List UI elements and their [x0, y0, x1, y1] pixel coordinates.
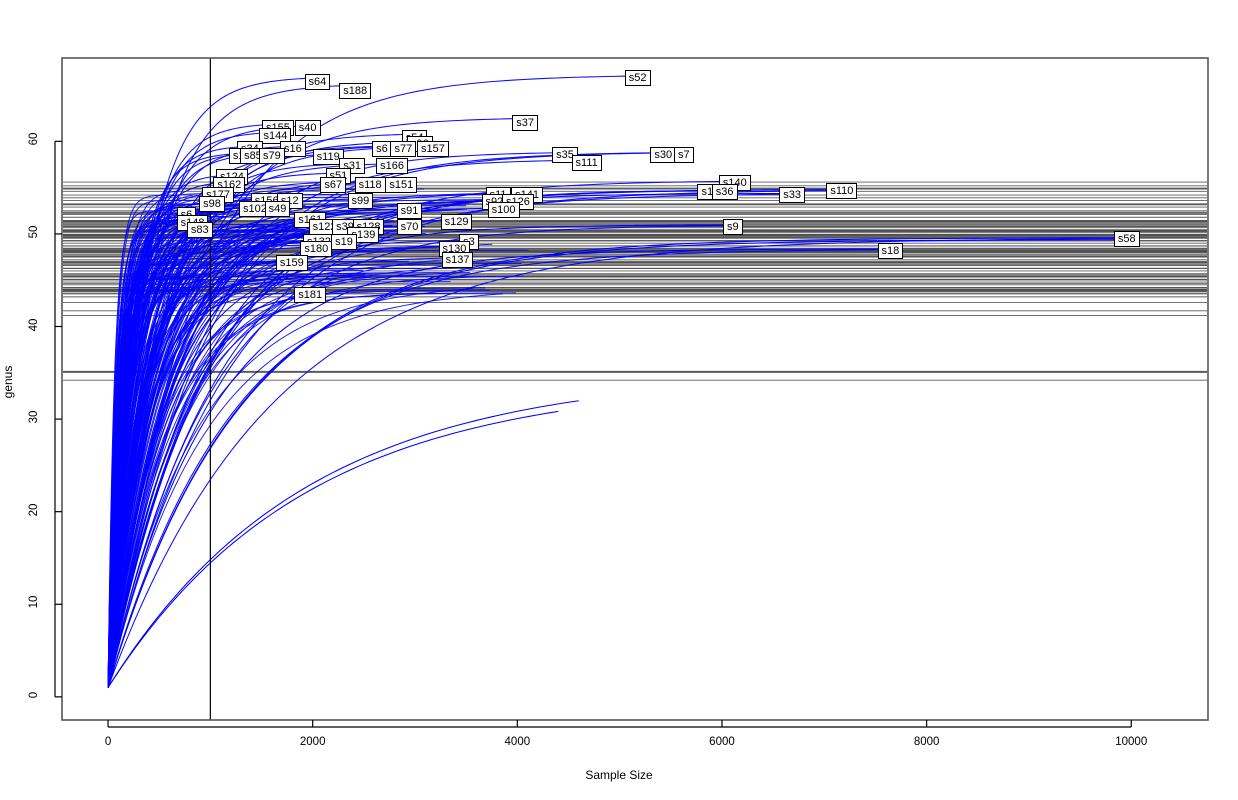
curve-label-s67: s67 [320, 176, 347, 193]
axis-ticks [54, 140, 1132, 728]
curve-label-s151: s151 [385, 176, 418, 193]
curve-label-s37: s37 [512, 114, 538, 131]
curve-label-s111: s111 [571, 154, 602, 171]
y-tick-label: 30 [28, 410, 40, 424]
y-tick-label: 60 [28, 132, 40, 146]
curve-label-s70: s70 [396, 219, 423, 236]
curve-label-s64: s64 [304, 74, 331, 91]
x-tick-label: 2000 [299, 736, 326, 748]
x-axis-title: Sample Size [585, 768, 653, 782]
curve-label-s40: s40 [294, 120, 321, 137]
curve-label-s18: s18 [877, 242, 904, 259]
curve-label-s98: s98 [199, 196, 225, 213]
curve-label-s16: s16 [279, 140, 306, 157]
curve-label-s110: s110 [826, 183, 858, 200]
curve-label-s79: s79 [258, 148, 285, 165]
x-tick-label: 6000 [709, 736, 735, 748]
curve-lines [107, 75, 1137, 688]
curve-label-s157: s157 [417, 140, 449, 157]
curve-label-s181: s181 [294, 287, 327, 304]
curve-label-s180: s180 [300, 240, 333, 257]
curve-label-s166: s166 [376, 158, 408, 175]
curve-label-s118: s118 [354, 176, 386, 193]
curve-label-s36: s36 [711, 184, 738, 201]
x-tick-label: 4000 [504, 736, 531, 748]
curve-label-s9: s9 [723, 218, 743, 235]
curve-label-s19: s19 [331, 234, 357, 251]
curve-label-s99: s99 [347, 192, 374, 209]
curve-label-s7: s7 [673, 147, 694, 164]
curve-label-s102: s102 [239, 200, 271, 217]
x-tick-label: 8000 [913, 736, 940, 748]
y-tick-label: 50 [28, 225, 40, 239]
curve-label-s129: s129 [440, 213, 473, 230]
curve-label-s144: s144 [259, 127, 292, 144]
y-tick-label: 0 [28, 691, 40, 699]
x-tick-label: 10000 [1115, 736, 1148, 748]
x-tick-label: 0 [104, 736, 112, 748]
y-axis-title: genus [1, 365, 15, 399]
curve-label-s52: s52 [624, 70, 651, 87]
curve-label-s119: s119 [312, 149, 344, 166]
curve-label-s159: s159 [275, 254, 308, 271]
y-tick-label: 10 [28, 595, 40, 609]
curve-label-s91: s91 [396, 202, 423, 219]
curve-label-s188: s188 [339, 83, 372, 100]
curve-label-s83: s83 [186, 222, 213, 239]
y-tick-label: 20 [28, 503, 40, 517]
curve-label-s58: s58 [1113, 231, 1140, 248]
curve-label-s100: s100 [487, 201, 520, 218]
curve-label-s77: s77 [390, 140, 417, 157]
curve-label-s30: s30 [650, 147, 677, 164]
curve-label-s33: s33 [779, 187, 806, 204]
curve-label-s137: s137 [441, 251, 474, 268]
curve-label-s49: s49 [264, 200, 291, 217]
y-tick-label: 40 [28, 318, 40, 331]
curve-label-s6: s6 [372, 140, 392, 157]
plot-frame [61, 57, 1209, 721]
